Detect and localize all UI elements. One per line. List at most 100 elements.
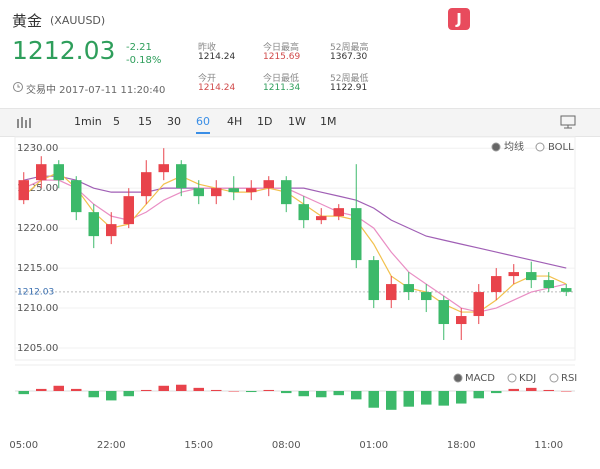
- radio[interactable]: [507, 373, 517, 383]
- screen-icon[interactable]: [560, 115, 576, 129]
- candle-body: [561, 288, 572, 292]
- candle-body: [211, 188, 222, 197]
- candle-body: [176, 164, 187, 189]
- y-tick-label: 1210.00: [17, 303, 58, 314]
- stat-label: 昨收: [198, 43, 217, 53]
- macd-bar: [211, 389, 222, 391]
- candle-body: [491, 276, 502, 293]
- y-tick-label: 1225.00: [17, 183, 58, 194]
- radio[interactable]: [491, 142, 501, 152]
- macd-bar: [543, 389, 554, 391]
- candle-body: [263, 180, 274, 189]
- x-tick-label: 22:00: [97, 440, 126, 451]
- stat-label: 今日最低: [263, 74, 300, 84]
- macd-bar: [53, 385, 64, 391]
- radio[interactable]: [549, 373, 559, 383]
- macd-bar: [351, 391, 362, 400]
- macd-bar: [263, 389, 274, 391]
- x-tick-label: 11:00: [534, 440, 563, 451]
- interval-button[interactable]: 60: [196, 115, 210, 134]
- macd-bar: [193, 387, 204, 391]
- y-tick-label: 1205.00: [17, 343, 58, 354]
- macd-bar: [71, 388, 82, 391]
- candle-body: [543, 280, 554, 289]
- macd-bar: [18, 391, 29, 395]
- status: 交易中 2017-07-11 11:20:40: [26, 85, 166, 96]
- indicator-label[interactable]: MACD: [465, 373, 495, 384]
- app-logo[interactable]: J: [448, 8, 470, 30]
- interval-button[interactable]: 1W: [288, 115, 306, 128]
- candle-body: [421, 292, 432, 301]
- candle-body: [106, 224, 117, 237]
- stat-label: 今开: [198, 74, 217, 84]
- candle-body: [351, 208, 362, 261]
- x-tick-label: 15:00: [184, 440, 213, 451]
- chart-type-icon[interactable]: [16, 116, 32, 129]
- candle-body: [228, 188, 239, 193]
- macd-bar: [141, 389, 152, 391]
- stat-value: 1367.30: [330, 52, 368, 62]
- macd-bar: [333, 391, 344, 396]
- x-tick-label: 05:00: [9, 440, 38, 451]
- stat-label: 52周最高: [330, 43, 369, 53]
- candle-body: [526, 272, 537, 281]
- x-tick-label: 18:00: [447, 440, 476, 451]
- candle-body: [368, 260, 379, 301]
- macd-bar: [298, 391, 309, 397]
- macd-bar: [491, 391, 502, 394]
- interval-button[interactable]: 1D: [257, 115, 273, 128]
- change: -2.21: [126, 42, 152, 53]
- radio[interactable]: [453, 373, 463, 383]
- price: 1212.03: [12, 36, 116, 65]
- overlay-label[interactable]: 均线: [504, 140, 524, 153]
- macd-bar: [438, 391, 449, 406]
- macd-bar: [106, 391, 117, 401]
- candle-body: [71, 180, 82, 213]
- candle-body: [403, 284, 414, 293]
- stat-value: 1214.24: [198, 83, 236, 93]
- interval-button[interactable]: 4H: [227, 115, 243, 128]
- indicator-label[interactable]: RSI: [561, 373, 577, 384]
- candle-body: [333, 208, 344, 217]
- title: 黄金: [12, 12, 43, 30]
- x-tick-label: 08:00: [272, 440, 301, 451]
- candle-body: [298, 204, 309, 221]
- macd-bar: [561, 391, 572, 392]
- ma-line: [23, 175, 567, 269]
- macd-bar: [88, 391, 99, 398]
- candle-body: [456, 316, 467, 325]
- macd-bar: [228, 391, 239, 392]
- candle-body: [246, 188, 257, 193]
- candle-body: [18, 180, 29, 201]
- candle-body: [508, 272, 519, 277]
- macd-bar: [176, 384, 187, 391]
- clock-icon: [13, 82, 23, 92]
- candle-body: [141, 172, 152, 197]
- interval-button[interactable]: 5: [113, 115, 120, 128]
- current-price-label: 1212.03: [17, 287, 54, 297]
- macd-bar: [386, 391, 397, 410]
- overlay-label[interactable]: BOLL: [548, 142, 574, 153]
- candle-body: [53, 164, 64, 181]
- indicator-label[interactable]: KDJ: [519, 373, 536, 384]
- interval-button[interactable]: 1min: [74, 115, 102, 128]
- candle-body: [88, 212, 99, 237]
- macd-bar: [281, 391, 292, 394]
- interval-button[interactable]: 30: [167, 115, 181, 128]
- macd-bar: [123, 391, 134, 397]
- macd-bar: [421, 391, 432, 405]
- stat-value: 1214.24: [198, 52, 236, 62]
- interval-button[interactable]: 1M: [320, 115, 337, 128]
- macd-bar: [368, 391, 379, 408]
- radio[interactable]: [535, 142, 545, 152]
- macd-bar: [316, 391, 327, 398]
- interval-button[interactable]: 15: [138, 115, 152, 128]
- stat-value: 1215.69: [263, 52, 301, 62]
- candle-body: [158, 164, 169, 173]
- ma-line: [23, 171, 567, 313]
- macd-bar: [508, 388, 519, 391]
- candle-body: [473, 292, 484, 317]
- stat-value: 1122.91: [330, 83, 368, 93]
